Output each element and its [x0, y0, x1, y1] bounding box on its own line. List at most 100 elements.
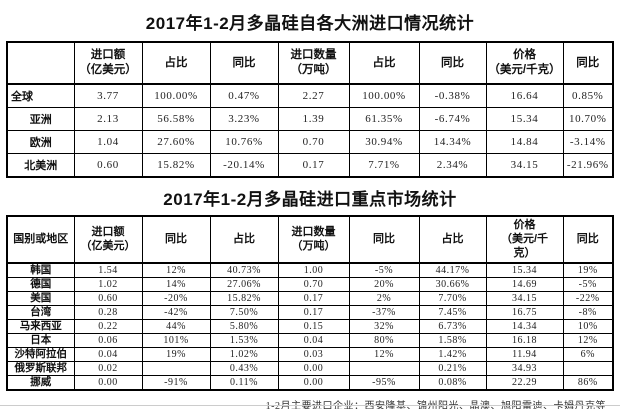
data-cell: 14.69: [485, 277, 564, 293]
bottom-divider: [0, 405, 620, 406]
data-cell: 16.75: [485, 305, 564, 321]
market-table-body: 韩国 1.54 12% 40.73% 1.00 -5% 44.17% 15.34 19% 德国 1.…: [6, 262, 614, 391]
table-row: 北美洲 0.60 15.82% -20.14% 0.17 7.71% 2.34% 34.15-…: [6, 153, 614, 178]
header-row: 进口额 （亿美元） 占比 同比 进口数量 （万吨） 占比 同比 价格 （美元/千克） 同比: [6, 41, 614, 85]
data-cell: 1.42%: [418, 347, 487, 363]
data-cell: 19%: [562, 262, 614, 279]
data-cell: 0.11%: [209, 375, 279, 391]
data-cell: 19%: [141, 347, 211, 363]
data-cell: 16.18: [485, 333, 564, 349]
header-cell: 进口数量 （万吨）: [277, 41, 350, 85]
header-cell: [6, 41, 75, 85]
footer-note: 1-2月主要进口企业：西安隆基、锦州阳光、晶澳、旭阳雷迪、卡姆丹克等: [265, 401, 606, 409]
data-cell: 1.39: [277, 107, 350, 131]
row-label-cell: 日本: [6, 333, 75, 349]
data-cell: -91%: [141, 375, 211, 391]
data-cell: 7.71%: [348, 153, 420, 178]
continent-import-table: 进口额 （亿美元） 占比 同比 进口数量 （万吨） 占比 同比 价格 （美元/千克） 同比 全…: [6, 41, 614, 178]
row-label-cell: 挪威: [6, 375, 75, 391]
row-label-cell: 亚洲: [6, 107, 75, 131]
row-label-cell: 德国: [6, 277, 75, 293]
header-row: 国别或地区 进口额 （亿美元） 同比 占比 进口数量 （万吨） 同比 占比 价格 （美元/千 …: [6, 215, 614, 264]
data-cell: -22%: [562, 291, 614, 307]
data-cell: 6.73%: [418, 319, 487, 335]
data-cell: 30.66%: [418, 277, 487, 293]
data-cell: 0.04: [73, 347, 143, 363]
data-cell: 0.17: [277, 153, 350, 178]
continent-table-body: 全球 3.77 100.00% 0.47% 2.27 100.00% -0.38% 16.64…: [6, 83, 614, 178]
data-cell: 1.04: [73, 130, 143, 154]
table-row: 亚洲 2.13 56.58% 3.23% 1.39 61.35% -6.74% 15.34 10…: [6, 107, 614, 131]
table-row: 马来西亚 0.22 44% 5.80% 0.15 32% 6.73% 14.34 10%: [6, 319, 614, 335]
data-cell: 10.76%: [209, 130, 279, 154]
header-cell: 占比: [209, 215, 279, 264]
data-cell: 0.06: [73, 333, 143, 349]
data-cell: 101%: [141, 333, 211, 349]
data-cell: 2.27: [277, 83, 350, 108]
data-cell: 2.34%: [418, 153, 487, 178]
header-cell: 进口额 （亿美元）: [73, 215, 143, 264]
data-cell: 0.03: [277, 347, 350, 363]
data-cell: 0.04: [277, 333, 350, 349]
data-cell: 0.21%: [418, 361, 487, 377]
row-label-cell: 美国: [6, 291, 75, 307]
data-cell: 6%: [562, 347, 614, 363]
header-cell: 价格 （美元/千克）: [485, 41, 564, 85]
data-cell: 0.15: [277, 319, 350, 335]
data-cell: 11.94: [485, 347, 564, 363]
data-cell: -5%: [562, 277, 614, 293]
market-table-header: 国别或地区 进口额 （亿美元） 同比 占比 进口数量 （万吨） 同比 占比 价格 （美元/千 …: [6, 215, 614, 264]
data-cell: 15.34: [485, 262, 564, 279]
data-cell: 34.15: [485, 291, 564, 307]
data-cell: 7.50%: [209, 305, 279, 321]
row-label-cell: 马来西亚: [6, 319, 75, 335]
header-cell: 同比: [562, 215, 614, 264]
data-cell: 15.82%: [209, 291, 279, 307]
data-cell: 1.53%: [209, 333, 279, 349]
data-cell: -6.74%: [418, 107, 487, 131]
data-cell: 10%: [562, 319, 614, 335]
data-cell: -20.14%: [209, 153, 279, 178]
data-cell: 27.60%: [141, 130, 211, 154]
data-cell: 7.45%: [418, 305, 487, 321]
row-label-cell: 沙特阿拉伯: [6, 347, 75, 363]
data-cell: -95%: [348, 375, 420, 391]
data-cell: 15.34: [485, 107, 564, 131]
data-cell: 0.85%: [562, 83, 614, 108]
header-cell: 占比: [141, 41, 211, 85]
table-row: 全球 3.77 100.00% 0.47% 2.27 100.00% -0.38% 16.64…: [6, 83, 614, 108]
header-cell: 同比: [418, 41, 487, 85]
row-label-cell: 全球: [6, 83, 75, 108]
data-cell: [562, 361, 614, 377]
table-row: 沙特阿拉伯 0.04 19% 1.02% 0.03 12% 1.42% 11.94 6%: [6, 347, 614, 363]
data-cell: 0.00: [73, 375, 143, 391]
data-cell: 0.17: [277, 291, 350, 307]
data-cell: 100.00%: [348, 83, 420, 108]
header-cell: 占比: [348, 41, 420, 85]
table-row: 欧洲 1.04 27.60% 10.76% 0.70 30.94% 14.34% 14.84-…: [6, 130, 614, 154]
table-row: 台湾 0.28 -42% 7.50% 0.17 -37% 7.45% 16.75 -8%: [6, 305, 614, 321]
table-row: 日本 0.06 101% 1.53% 0.04 80% 1.58% 16.18 12%: [6, 333, 614, 349]
data-cell: -0.38%: [418, 83, 487, 108]
data-cell: 86%: [562, 375, 614, 391]
data-cell: 12%: [348, 347, 420, 363]
data-cell: [141, 361, 211, 377]
continent-table-header: 进口额 （亿美元） 占比 同比 进口数量 （万吨） 占比 同比 价格 （美元/千克） 同比: [6, 41, 614, 85]
row-label-cell: 欧洲: [6, 130, 75, 154]
data-cell: -5%: [348, 262, 420, 279]
data-cell: 20%: [348, 277, 420, 293]
data-cell: 0.02: [73, 361, 143, 377]
data-cell: 32%: [348, 319, 420, 335]
header-cell: 进口数量 （万吨）: [277, 215, 350, 264]
data-cell: 2.13: [73, 107, 143, 131]
row-label-cell: 北美洲: [6, 153, 75, 178]
data-cell: 16.64: [485, 83, 564, 108]
data-cell: 0.17: [277, 305, 350, 321]
data-cell: [348, 361, 420, 377]
data-cell: -3.14%: [562, 130, 614, 154]
data-cell: 30.94%: [348, 130, 420, 154]
data-cell: 0.70: [277, 277, 350, 293]
table-row: 挪威 0.00 -91% 0.11% 0.00 -95% 0.08% 22.29 86%: [6, 375, 614, 391]
data-cell: -42%: [141, 305, 211, 321]
data-cell: 1.58%: [418, 333, 487, 349]
